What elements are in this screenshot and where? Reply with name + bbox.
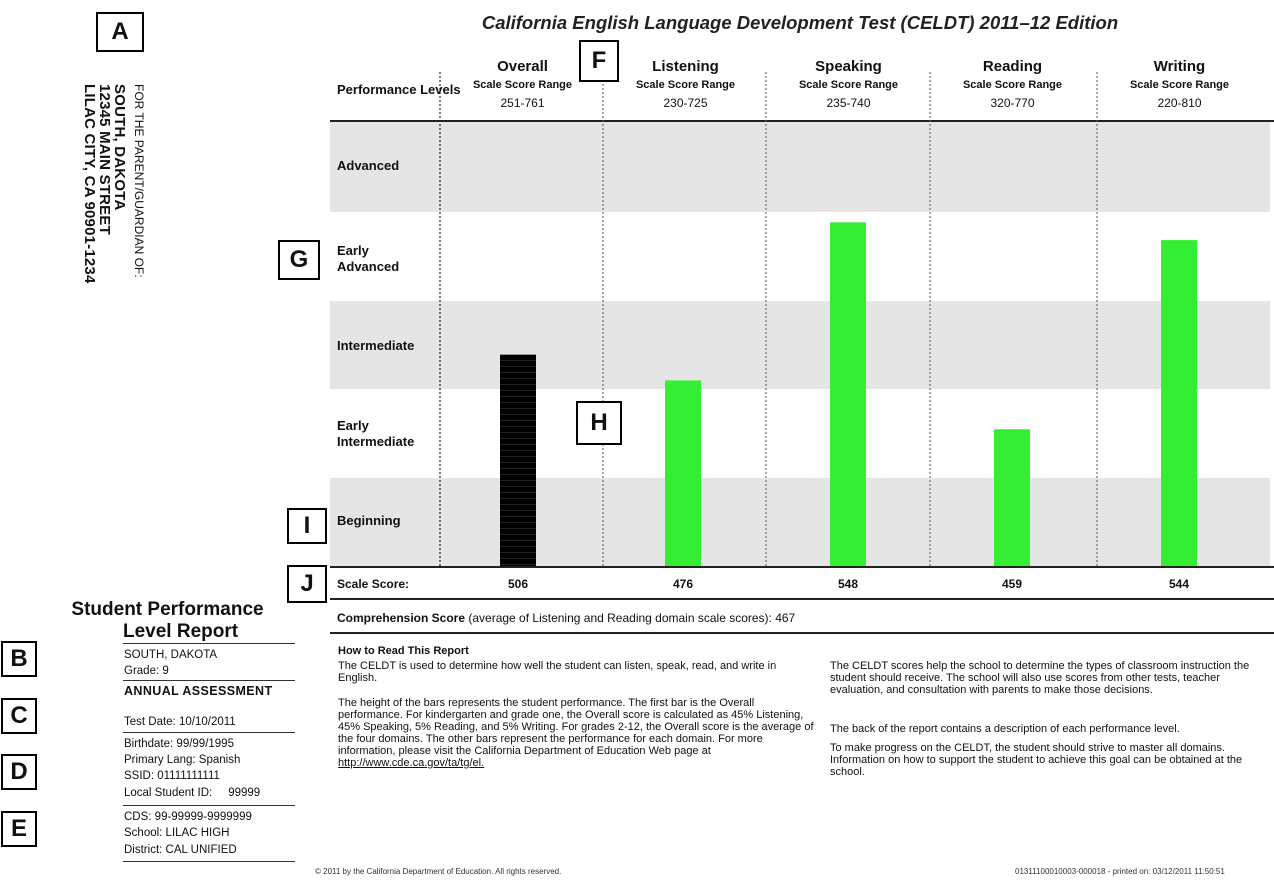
school-name: School: LILAC HIGH bbox=[124, 827, 230, 839]
comprehension-label: Comprehension Score bbox=[337, 611, 466, 625]
bar-listening bbox=[665, 380, 701, 566]
marker-i: I bbox=[287, 508, 327, 544]
column-name: Speaking bbox=[815, 58, 882, 75]
column-header-overall: Overall Scale Score Range 251-761 bbox=[440, 58, 605, 110]
how-to-read-para-3: The CELDT scores help the school to dete… bbox=[830, 660, 1250, 696]
scale-score-range-label: Scale Score Range bbox=[1129, 79, 1230, 91]
panel-divider bbox=[123, 805, 295, 806]
scale-score-range-label: Scale Score Range bbox=[472, 79, 573, 91]
column-range: 220-810 bbox=[1157, 96, 1202, 110]
header-divider bbox=[330, 120, 1274, 122]
scale-score-range-label: Scale Score Range bbox=[635, 79, 736, 91]
comprehension-score: Comprehension Score (average of Listenin… bbox=[337, 611, 795, 625]
how-to-read-para-2-text: The height of the bars represents the st… bbox=[338, 697, 814, 757]
panel-divider bbox=[123, 680, 295, 681]
scale-score-label: Scale Score: bbox=[337, 577, 410, 591]
student-name: SOUTH, DAKOTA bbox=[124, 649, 218, 661]
score-writing: 544 bbox=[1168, 577, 1190, 591]
column-name: Listening bbox=[652, 58, 719, 75]
panel-divider bbox=[123, 732, 295, 733]
column-header-listening: Listening Scale Score Range 230-725 bbox=[603, 58, 768, 110]
local-student-id: Local Student ID: 99999 bbox=[124, 787, 261, 799]
column-name: Overall bbox=[497, 58, 548, 75]
district-name: District: CAL UNIFIED bbox=[124, 844, 237, 856]
performance-levels-header: Performance Levels bbox=[337, 82, 461, 97]
cde-web-link[interactable]: http://www.cde.ca.gov/ta/tg/el. bbox=[338, 757, 485, 769]
comprehension-value: (average of Listening and Reading domain… bbox=[465, 611, 796, 625]
scale-score-range-label: Scale Score Range bbox=[798, 79, 899, 91]
level-label-advanced: Advanced bbox=[337, 158, 400, 173]
marker-g: G bbox=[278, 240, 320, 280]
marker-d: D bbox=[1, 754, 37, 790]
score-reading: 459 bbox=[1001, 577, 1023, 591]
column-name: Writing bbox=[1153, 58, 1206, 75]
band-intermediate bbox=[330, 301, 1270, 389]
column-range: 320-770 bbox=[990, 96, 1035, 110]
column-header-reading: Reading Scale Score Range 320-770 bbox=[930, 58, 1095, 110]
how-to-read-heading: How to Read This Report bbox=[338, 645, 469, 657]
ssid: SSID: 01111111111 bbox=[124, 770, 220, 782]
assessment-type: ANNUAL ASSESSMENT bbox=[124, 684, 273, 698]
score-speaking: 548 bbox=[837, 577, 859, 591]
marker-c: C bbox=[1, 698, 37, 734]
marker-b: B bbox=[1, 641, 37, 677]
panel-divider bbox=[123, 643, 295, 644]
level-label-beginning: Beginning bbox=[337, 513, 401, 528]
test-date: Test Date: 10/10/2011 bbox=[124, 716, 236, 728]
bar-writing bbox=[1161, 240, 1197, 566]
bar-overall bbox=[500, 354, 536, 566]
copyright-notice: © 2011 by the California Department of E… bbox=[315, 867, 562, 876]
panel-divider bbox=[123, 861, 295, 862]
chart-title: California English Language Development … bbox=[481, 12, 1119, 33]
marker-j: J bbox=[287, 565, 327, 603]
band-advanced bbox=[330, 122, 1270, 212]
how-to-read-para-5: To make progress on the CELDT, the stude… bbox=[830, 742, 1243, 778]
cds-code: CDS: 99-99999-9999999 bbox=[124, 811, 252, 823]
birthdate: Birthdate: 99/99/1995 bbox=[124, 738, 234, 750]
column-header-speaking: Speaking Scale Score Range 235-740 bbox=[766, 58, 931, 110]
bar-reading bbox=[994, 429, 1030, 566]
column-header-writing: Writing Scale Score Range 220-810 bbox=[1097, 58, 1262, 110]
print-stamp: 01311100010003-000018 - printed on: 03/1… bbox=[1015, 867, 1225, 876]
scale-score-divider bbox=[330, 598, 1274, 600]
column-range: 251-761 bbox=[500, 96, 545, 110]
primary-language: Primary Lang: Spanish bbox=[124, 754, 241, 766]
score-listening: 476 bbox=[672, 577, 694, 591]
column-range: 230-725 bbox=[663, 96, 708, 110]
bar-speaking bbox=[830, 222, 866, 566]
marker-f: F bbox=[579, 40, 619, 82]
chart-baseline bbox=[330, 566, 1274, 568]
how-to-read-para-4: The back of the report contains a descri… bbox=[830, 723, 1180, 735]
scale-score-range-label: Scale Score Range bbox=[962, 79, 1063, 91]
level-label-early-intermediate: Early Intermediate bbox=[337, 418, 415, 449]
band-beginning bbox=[330, 478, 1270, 566]
score-overall: 506 bbox=[507, 577, 529, 591]
level-label-intermediate: Intermediate bbox=[337, 338, 415, 353]
marker-h: H bbox=[576, 401, 622, 445]
level-label-early-advanced: Early Advanced bbox=[337, 243, 400, 274]
marker-a: A bbox=[96, 12, 144, 52]
comprehension-divider bbox=[330, 632, 1274, 634]
how-to-read-para-2: The height of the bars represents the st… bbox=[338, 697, 818, 769]
report-title-line-2: Level Report bbox=[123, 621, 239, 642]
column-name: Reading bbox=[982, 58, 1043, 75]
marker-e: E bbox=[1, 811, 37, 847]
how-to-read-para-1: The CELDT is used to determine how well … bbox=[338, 660, 777, 684]
report-title: Student Performance bbox=[71, 599, 264, 620]
column-range: 235-740 bbox=[826, 96, 871, 110]
student-grade: Grade: 9 bbox=[124, 665, 169, 677]
